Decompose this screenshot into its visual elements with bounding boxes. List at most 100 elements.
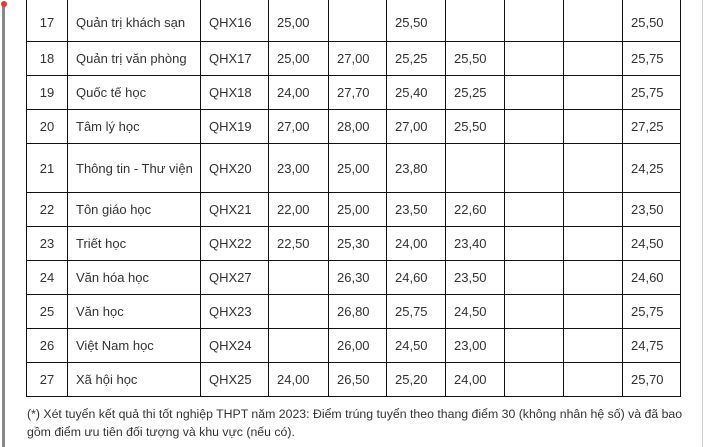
- cell-score: 22,60: [445, 192, 505, 227]
- cell-score: 27,00: [328, 41, 387, 76]
- cell-score: 26,80: [328, 294, 387, 329]
- cell-index: 17: [26, 0, 68, 42]
- cell-score: 24,00: [445, 362, 505, 397]
- cell-score: 22,00: [268, 192, 329, 227]
- cell-score: [563, 41, 623, 76]
- cell-score: 25,20: [386, 362, 446, 397]
- table-row: 24 Văn hóa học QHX27 26,30 24,60 23,50 24,60: [26, 260, 681, 295]
- cell-score: [563, 75, 623, 110]
- cell-score: 23,00: [445, 328, 505, 363]
- cell-score: 23,80: [386, 143, 446, 193]
- cell-score: [563, 294, 623, 329]
- cell-score: [504, 75, 564, 110]
- cell-score: 27,00: [386, 109, 446, 144]
- footnote: (*) Xét tuyển kết quả thi tốt nghiệp THP…: [27, 407, 683, 439]
- cell-score: 25,75: [622, 41, 681, 76]
- cell-index: 19: [26, 75, 68, 110]
- table-row: 19 Quốc tế học QHX18 24,00 27,70 25,40 25,25 25…: [26, 75, 681, 110]
- cell-score: 25,75: [622, 294, 681, 329]
- cell-code: QHX23: [200, 294, 269, 329]
- cell-score: 23,00: [268, 143, 329, 193]
- cell-score: 24,50: [622, 226, 681, 261]
- cell-major: Văn học: [67, 294, 201, 329]
- cell-score: 25,40: [386, 75, 446, 110]
- cell-score: [268, 260, 329, 295]
- cell-score: 25,25: [445, 75, 505, 110]
- cell-score: [504, 260, 564, 295]
- cell-score: [504, 294, 564, 329]
- cell-score: [445, 0, 505, 42]
- cell-score: 25,00: [328, 192, 387, 227]
- cell-index: 24: [26, 260, 68, 295]
- table-row: 26 Việt Nam học QHX24 26,00 24,50 23,00 24,75: [26, 328, 681, 363]
- cell-code: QHX27: [200, 260, 269, 295]
- admission-scores-table: 17 Quản trị khách sạn QHX16 25,00 25,50 25,50…: [26, 0, 681, 397]
- cell-score: [504, 226, 564, 261]
- cell-score: 23,50: [622, 192, 681, 227]
- cell-score: 25,50: [445, 109, 505, 144]
- cell-score: 24,00: [268, 362, 329, 397]
- cell-score: 25,00: [268, 41, 329, 76]
- table-row: 18 Quản trị văn phòng QHX17 25,00 27,00 25,25…: [26, 41, 681, 76]
- cell-score: 26,50: [328, 362, 387, 397]
- cell-score: 25,70: [622, 362, 681, 397]
- table-row: 21 Thông tin - Thư viện QHX20 23,00 25,00 23,…: [26, 143, 681, 193]
- cell-score: [563, 260, 623, 295]
- cell-score: 25,50: [386, 0, 446, 42]
- cell-score: 27,25: [622, 109, 681, 144]
- cell-major: Quản trị khách sạn: [67, 0, 201, 42]
- cell-score: [328, 0, 387, 42]
- cell-index: 27: [26, 362, 68, 397]
- cell-score: [563, 328, 623, 363]
- cell-score: 27,70: [328, 75, 387, 110]
- cell-score: 24,25: [622, 143, 681, 193]
- cell-major: Thông tin - Thư viện: [67, 143, 201, 193]
- cell-index: 18: [26, 41, 68, 76]
- cell-score: [504, 362, 564, 397]
- cell-score: 26,30: [328, 260, 387, 295]
- cell-score: 24,50: [445, 294, 505, 329]
- cell-score: [563, 109, 623, 144]
- cell-code: QHX16: [200, 0, 269, 42]
- cell-score: [563, 192, 623, 227]
- cell-score: [563, 0, 623, 42]
- cell-major: Quản trị văn phòng: [67, 41, 201, 76]
- cell-major: Văn hóa học: [67, 260, 201, 295]
- cell-score: [268, 328, 329, 363]
- cell-index: 22: [26, 192, 68, 227]
- cell-score: [563, 362, 623, 397]
- cell-index: 25: [26, 294, 68, 329]
- cell-index: 23: [26, 226, 68, 261]
- cell-score: 25,50: [622, 0, 681, 42]
- cell-score: 24,00: [268, 75, 329, 110]
- cell-score: 27,00: [268, 109, 329, 144]
- left-border-bar: [2, 4, 5, 447]
- cell-score: 25,00: [328, 143, 387, 193]
- cell-score: 25,25: [386, 41, 446, 76]
- cell-score: [504, 41, 564, 76]
- cell-score: 23,50: [445, 260, 505, 295]
- cell-score: 25,00: [268, 0, 329, 42]
- table-row: 27 Xã hội học QHX25 24,00 26,50 25,20 24,00 25,…: [26, 362, 681, 397]
- cell-index: 26: [26, 328, 68, 363]
- cell-score: [504, 0, 564, 42]
- cell-code: QHX20: [200, 143, 269, 193]
- cell-code: QHX25: [200, 362, 269, 397]
- cell-major: Xã hội học: [67, 362, 201, 397]
- cell-score: 24,60: [622, 260, 681, 295]
- cell-score: 26,00: [328, 328, 387, 363]
- cell-score: 22,50: [268, 226, 329, 261]
- cell-major: Việt Nam học: [67, 328, 201, 363]
- cell-score: 23,40: [445, 226, 505, 261]
- cell-major: Tâm lý học: [67, 109, 201, 144]
- cell-score: 25,75: [386, 294, 446, 329]
- cell-score: 24,60: [386, 260, 446, 295]
- cell-major: Tôn giáo học: [67, 192, 201, 227]
- table-row: 25 Văn học QHX23 26,80 25,75 24,50 25,75: [26, 294, 681, 329]
- cell-score: [563, 143, 623, 193]
- cell-score: [563, 226, 623, 261]
- cell-score: [445, 143, 505, 193]
- table-row: 22 Tôn giáo học QHX21 22,00 25,00 23,50 22,60 2…: [26, 192, 681, 227]
- cell-index: 20: [26, 109, 68, 144]
- marker-dot: [1, 1, 7, 7]
